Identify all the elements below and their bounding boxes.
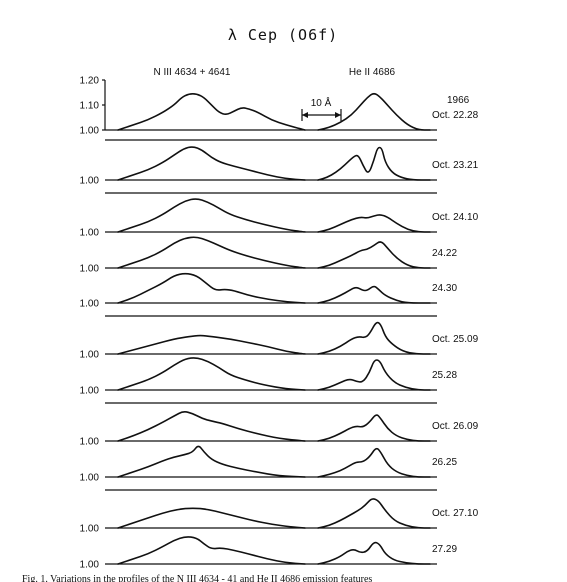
heii-profile-2422 xyxy=(317,241,431,269)
scale-bar: 10 Å xyxy=(301,96,342,121)
observation-date-label: Oct. 26.09 xyxy=(432,421,479,432)
heii-profile-Oct2410 xyxy=(317,214,431,233)
niii-line-label: N III 4634 + 4641 xyxy=(153,67,230,78)
y-tick-label: 1.10 xyxy=(80,101,100,112)
observation-date-label: Oct. 24.10 xyxy=(432,212,479,223)
baseline-tick-label: 1.00 xyxy=(80,176,100,187)
heii-profile-Oct2609 xyxy=(317,414,431,442)
observation-date-label: 24.22 xyxy=(432,248,457,259)
heii-profile-Oct2710 xyxy=(317,498,431,529)
heii-profile-Oct2321 xyxy=(317,146,431,181)
niii-profile-2729 xyxy=(117,536,306,565)
heii-profile-2430 xyxy=(317,285,431,304)
scale-bar-left-arrow xyxy=(302,112,308,118)
heii-profile-Oct2509 xyxy=(317,321,431,355)
heii-profile-2625 xyxy=(317,447,431,478)
niii-profile-Oct2710 xyxy=(117,507,306,529)
observation-date-label: Oct. 27.10 xyxy=(432,508,479,519)
figure-title: λ Cep (O6f) xyxy=(228,26,338,44)
figure-caption: Fig. 1. Variations in the profiles of th… xyxy=(22,574,372,582)
heii-profile-2528 xyxy=(317,359,431,391)
panels-group: 1.20 1.10 1.00 Oct. 22.28 1.00 Oct. 23.21 1.00… xyxy=(80,76,479,571)
baseline-tick-label: 1.00 xyxy=(80,524,100,535)
baseline-tick-label: 1.00 xyxy=(80,473,100,484)
observation-date-label: 24.30 xyxy=(432,283,457,294)
niii-profile-Oct2609 xyxy=(117,411,306,442)
niii-profile-Oct2228 xyxy=(117,93,306,131)
observation-date-label: Oct. 23.21 xyxy=(432,160,479,171)
baseline-tick-label: 1.00 xyxy=(80,299,100,310)
niii-profile-Oct2321 xyxy=(117,146,306,181)
y-tick-label: 1.00 xyxy=(80,126,100,137)
niii-profile-2430 xyxy=(117,272,306,304)
observation-date-label: 25.28 xyxy=(432,370,457,381)
scale-bar-label: 10 Å xyxy=(311,96,332,109)
heii-profile-2729 xyxy=(317,541,431,565)
niii-profile-Oct2509 xyxy=(117,334,306,355)
observation-date-label: Oct. 25.09 xyxy=(432,334,479,345)
y-tick-label: 1.20 xyxy=(80,76,100,87)
baseline-tick-label: 1.00 xyxy=(80,350,100,361)
observation-date-label: Oct. 22.28 xyxy=(432,110,479,121)
baseline-tick-label: 1.00 xyxy=(80,437,100,448)
baseline-tick-label: 1.00 xyxy=(80,264,100,275)
heii-line-label: He II 4686 xyxy=(349,67,396,78)
niii-profile-2625 xyxy=(117,445,306,478)
niii-profile-Oct2410 xyxy=(117,198,306,233)
observation-date-label: 26.25 xyxy=(432,457,457,468)
baseline-tick-label: 1.00 xyxy=(80,228,100,239)
niii-profile-2422 xyxy=(117,236,306,269)
scale-bar-right-arrow xyxy=(335,112,341,118)
baseline-tick-label: 1.00 xyxy=(80,386,100,397)
niii-profile-2528 xyxy=(117,357,306,391)
observation-date-label: 27.29 xyxy=(432,544,457,555)
year-label: 1966 xyxy=(447,95,470,106)
baseline-tick-label: 1.00 xyxy=(80,560,100,571)
heii-profile-Oct2228 xyxy=(317,92,431,131)
